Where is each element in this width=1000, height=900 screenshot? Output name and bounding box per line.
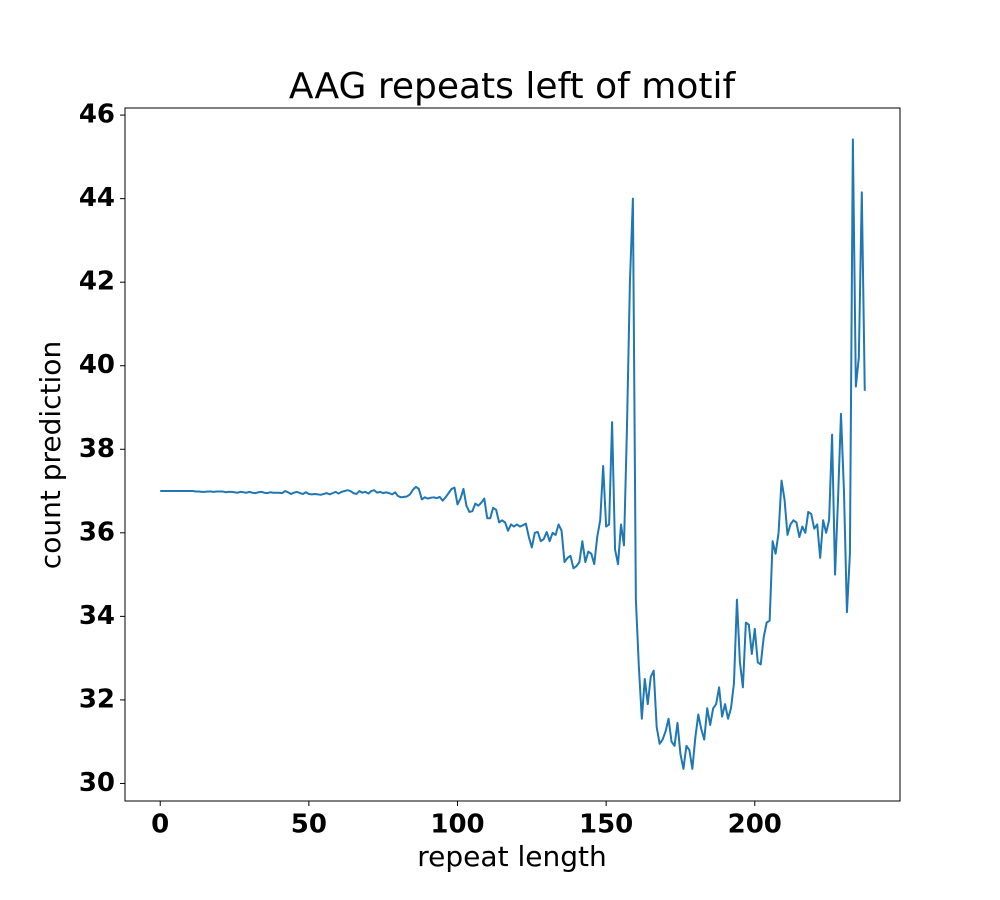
x-tick-label: 100 [430, 810, 484, 840]
y-tick-label: 44 [79, 183, 115, 213]
y-tick-label: 36 [79, 517, 115, 547]
y-tick-label: 30 [79, 768, 115, 798]
y-tick-label: 38 [79, 434, 115, 464]
plot-frame [124, 107, 901, 802]
y-tick-label: 34 [79, 601, 115, 631]
y-axis-label: count prediction [34, 341, 67, 569]
x-tick-label: 50 [291, 810, 327, 840]
x-tick-label: 0 [151, 810, 169, 840]
chart-title: AAG repeats left of motif [289, 66, 737, 107]
x-tick-label: 200 [728, 810, 782, 840]
y-tick-label: 40 [79, 350, 115, 380]
y-tick-label: 32 [79, 684, 115, 714]
x-tick-label: 150 [579, 810, 633, 840]
data-line [160, 138, 866, 770]
y-tick-label: 46 [79, 100, 115, 130]
x-axis-label: repeat length [417, 840, 606, 873]
y-tick-label: 42 [79, 267, 115, 297]
